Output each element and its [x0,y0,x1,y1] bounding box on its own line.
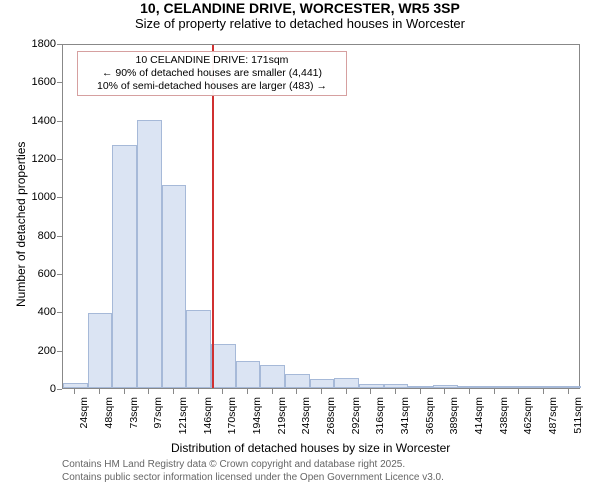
annotation-box: 10 CELANDINE DRIVE: 171sqm← 90% of detac… [77,51,347,96]
x-tick-label: 24sqm [78,397,90,441]
histogram-bar [211,344,236,388]
histogram-chart: 10, CELANDINE DRIVE, WORCESTER, WR5 3SP … [0,0,600,500]
x-tick-mark [148,389,149,394]
histogram-bar [556,386,581,388]
y-tick-label: 1200 [20,153,56,165]
y-tick-label: 1600 [20,76,56,88]
histogram-bar [482,386,507,388]
x-tick-mark [494,389,495,394]
histogram-bar [137,120,162,388]
y-tick-label: 1800 [20,38,56,50]
x-tick-label: 389sqm [448,397,460,441]
x-tick-mark [469,389,470,394]
y-tick-mark [57,312,62,313]
x-tick-mark [272,389,273,394]
x-tick-label: 146sqm [202,397,214,441]
x-tick-mark [321,389,322,394]
x-tick-mark [395,389,396,394]
histogram-bar [532,386,557,388]
y-tick-mark [57,121,62,122]
x-tick-mark [370,389,371,394]
plot-area: 10 CELANDINE DRIVE: 171sqm← 90% of detac… [62,44,580,389]
y-tick-mark [57,236,62,237]
x-tick-mark [198,389,199,394]
x-tick-mark [568,389,569,394]
annotation-line: ← 90% of detached houses are smaller (4,… [82,67,342,80]
y-tick-label: 200 [20,345,56,357]
x-tick-mark [74,389,75,394]
x-tick-mark [543,389,544,394]
y-tick-mark [57,197,62,198]
chart-title: 10, CELANDINE DRIVE, WORCESTER, WR5 3SP [0,0,600,16]
x-tick-label: 438sqm [498,397,510,441]
x-axis-label: Distribution of detached houses by size … [171,441,450,455]
histogram-bar [507,386,532,388]
x-tick-label: 365sqm [424,397,436,441]
x-tick-label: 121sqm [177,397,189,441]
x-tick-label: 48sqm [103,397,115,441]
x-tick-mark [518,389,519,394]
y-tick-mark [57,389,62,390]
histogram-bar [433,385,458,388]
histogram-bar [359,384,384,388]
histogram-bar [260,365,285,388]
histogram-bar [112,145,137,388]
y-tick-label: 1400 [20,115,56,127]
annotation-line: 10 CELANDINE DRIVE: 171sqm [82,54,342,67]
histogram-bar [458,386,483,388]
histogram-bar [162,185,187,388]
x-tick-mark [296,389,297,394]
histogram-bar [310,379,335,388]
histogram-bar [63,383,88,388]
chart-subtitle: Size of property relative to detached ho… [0,16,600,31]
footnote-line-2: Contains public sector information licen… [62,472,444,483]
y-tick-mark [57,82,62,83]
y-tick-mark [57,159,62,160]
histogram-bar [186,310,211,388]
footnote: Contains HM Land Registry data © Crown c… [62,459,444,484]
x-tick-mark [124,389,125,394]
marker-line [212,45,214,388]
y-tick-mark [57,44,62,45]
histogram-bar [236,361,261,388]
x-tick-label: 341sqm [399,397,411,441]
y-tick-label: 0 [20,383,56,395]
y-tick-label: 800 [20,230,56,242]
x-tick-label: 462sqm [522,397,534,441]
histogram-bar [334,378,359,388]
y-tick-label: 600 [20,268,56,280]
y-axis-label: Number of detached properties [14,141,28,306]
x-tick-label: 170sqm [226,397,238,441]
histogram-bar [408,386,433,388]
x-tick-label: 316sqm [374,397,386,441]
y-tick-label: 400 [20,306,56,318]
y-tick-label: 1000 [20,191,56,203]
x-tick-mark [222,389,223,394]
x-tick-mark [173,389,174,394]
y-tick-mark [57,351,62,352]
x-tick-label: 219sqm [276,397,288,441]
x-tick-label: 487sqm [547,397,559,441]
x-tick-label: 414sqm [473,397,485,441]
x-tick-mark [247,389,248,394]
annotation-line: 10% of semi-detached houses are larger (… [82,80,342,93]
x-tick-mark [444,389,445,394]
x-tick-label: 194sqm [251,397,263,441]
x-tick-label: 243sqm [300,397,312,441]
x-tick-mark [420,389,421,394]
footnote-line-1: Contains HM Land Registry data © Crown c… [62,459,405,470]
x-tick-label: 73sqm [128,397,140,441]
x-tick-label: 268sqm [325,397,337,441]
x-tick-mark [99,389,100,394]
histogram-bar [384,384,409,388]
histogram-bar [88,313,113,388]
x-tick-label: 511sqm [572,397,584,441]
histogram-bar [285,374,310,388]
x-tick-label: 97sqm [152,397,164,441]
y-tick-mark [57,274,62,275]
x-tick-mark [346,389,347,394]
x-tick-label: 292sqm [350,397,362,441]
